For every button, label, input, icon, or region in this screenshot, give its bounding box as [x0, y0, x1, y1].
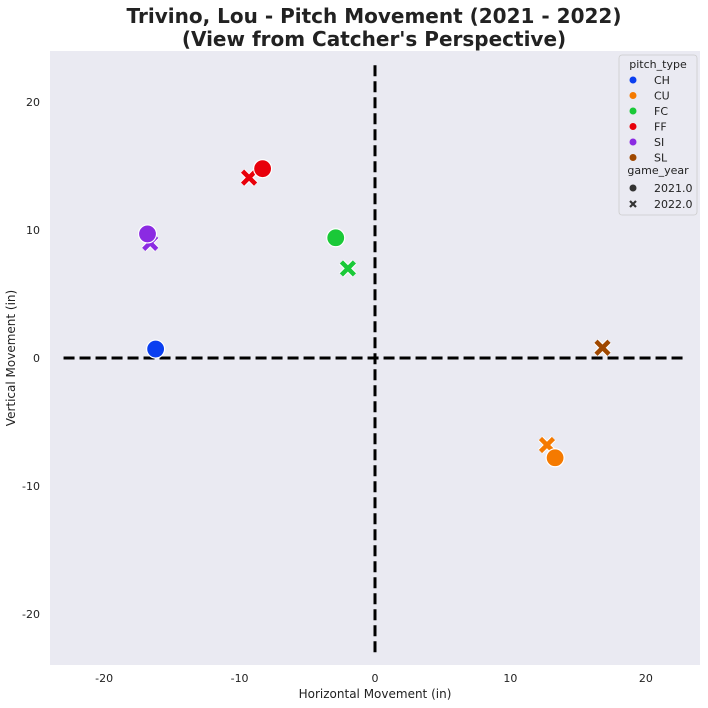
- y-tick-label: 10: [26, 224, 40, 237]
- y-axis-label: Vertical Movement (in): [4, 290, 18, 426]
- x-tick-label: -20: [95, 672, 113, 685]
- legend-swatch-cu: [629, 92, 637, 99]
- chart-title-line1: Trivino, Lou - Pitch Movement (2021 - 20…: [127, 4, 622, 28]
- legend-label-ch: CH: [654, 74, 670, 87]
- point-ff-2022: [240, 168, 258, 187]
- legend-marker-circle: [629, 184, 637, 192]
- x-tick-label: 20: [639, 672, 653, 685]
- point-cu-2021: [545, 448, 565, 468]
- legend-label-si: SI: [654, 136, 664, 149]
- y-tick-label: 20: [26, 96, 40, 109]
- x-axis-label: Horizontal Movement (in): [299, 687, 452, 701]
- x-tick-label: 0: [372, 672, 379, 685]
- point-si-2021: [137, 224, 158, 244]
- legend-swatch-si: [629, 138, 637, 146]
- point-fc-2021: [326, 228, 346, 248]
- legend-hue-title: pitch_type: [629, 58, 687, 71]
- point-sl-2022: [593, 338, 612, 357]
- legend-label-cu: CU: [654, 90, 670, 103]
- legend-label-sl: SL: [654, 152, 668, 165]
- legend-swatch-fc: [629, 107, 637, 115]
- legend-label-ff: FF: [654, 121, 667, 134]
- legend-style-title: game_year: [627, 164, 689, 177]
- x-tick-label: 10: [503, 672, 517, 685]
- y-tick-label: -20: [22, 608, 40, 621]
- legend-label-2021-0: 2021.0: [654, 182, 693, 195]
- y-tick-label: 0: [33, 352, 40, 365]
- legend-label-fc: FC: [654, 105, 668, 118]
- reference-lines: [63, 63, 687, 653]
- y-tick-label: -10: [22, 480, 40, 493]
- point-ff-2021: [253, 159, 273, 179]
- x-tick-label: -10: [231, 672, 249, 685]
- legend-frame: [618, 54, 698, 216]
- legend-label-2022-0: 2022.0: [654, 198, 693, 211]
- point-fc-2022: [339, 259, 357, 278]
- x-axis-ticks: -20 -10 0 10 20: [95, 672, 653, 685]
- chart-title-line2: (View from Catcher's Perspective): [182, 27, 566, 51]
- legend: pitch_type game_year CH CU FC FF SI SL 2021.0 2…: [618, 54, 698, 216]
- legend-swatch-sl: [629, 154, 637, 161]
- legend-swatch-ff: [629, 123, 637, 130]
- point-ch-2021: [146, 339, 166, 359]
- legend-marker-x: [629, 200, 637, 208]
- legend-swatch-ch: [629, 76, 637, 84]
- data-points: [137, 159, 612, 468]
- y-axis-ticks: -20 -10 0 10 20: [22, 96, 40, 621]
